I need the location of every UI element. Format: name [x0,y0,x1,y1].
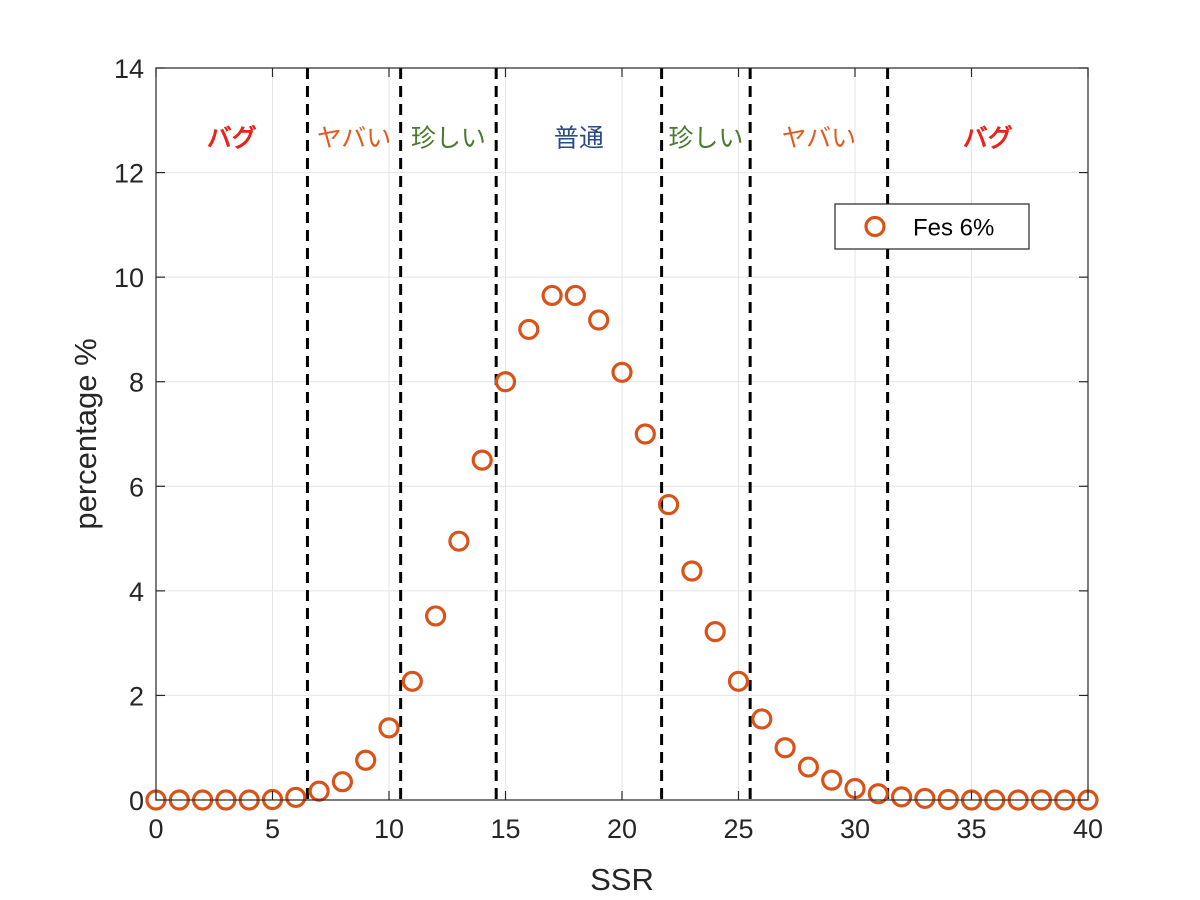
x-tick-label: 5 [265,814,280,844]
region-label: 珍しい [411,123,486,152]
data-point [494,371,517,393]
data-point [471,449,493,471]
x-tick-labels: 0 5 10 15 20 25 30 35 40 [148,814,1103,844]
data-point [285,786,307,808]
x-tick-label: 0 [148,814,163,844]
y-tick-label: 4 [129,577,144,607]
y-tick-label: 10 [114,263,144,293]
x-tick-label: 15 [490,814,520,844]
x-tick-label: 35 [956,814,986,844]
data-point [611,361,633,383]
legend: Fes 6% [834,203,1030,250]
data-point [308,780,330,802]
data-point [634,423,656,445]
x-tick-label: 10 [374,814,404,844]
data-point [914,787,936,810]
data-point [821,769,843,791]
region-label: ヤバい [317,123,392,152]
y-tick-labels: 0 2 4 6 8 10 12 14 [114,54,144,816]
data-point [378,717,400,739]
y-tick-label: 2 [129,681,144,711]
region-label: バグ [207,123,257,152]
x-tick-label: 30 [840,814,870,844]
y-tick-label: 8 [129,368,144,398]
data-point [751,708,773,730]
region-label: 普通 [554,123,604,152]
legend-marker [864,215,886,238]
y-axis-label: percentage % [68,338,103,529]
region-label: ヤバい [782,123,857,152]
data-point [448,530,470,552]
data-point [518,318,540,341]
data-point [657,493,680,516]
x-axis-label: SSR [590,862,654,897]
y-tick-label: 6 [129,472,144,502]
data-point [355,749,377,771]
region-label: 珍しい [668,123,743,152]
data-point [704,621,726,643]
threshold-lines [305,68,890,800]
y-tick-label: 0 [129,786,144,816]
data-point [797,756,820,778]
data-point [774,737,796,759]
x-tick-label: 20 [607,814,637,844]
region-labels: バグ ヤバい 珍しい 普通 珍しい ヤバい バグ [207,123,1013,152]
y-tick-label: 14 [114,54,144,84]
x-tick-label: 40 [1073,814,1103,844]
legend-entry: Fes 6% [913,215,994,242]
data-point [401,670,423,692]
y-tick-label: 12 [114,159,144,189]
grid [155,67,1089,801]
tick-marks [155,67,1089,801]
data-point [425,605,447,627]
data-point [681,560,703,582]
region-label: バグ [963,123,1013,152]
data-point [541,284,563,307]
data-point [867,783,889,805]
data-point [564,284,587,307]
data-point [588,309,610,331]
data-point [727,670,750,692]
data-point [890,786,913,808]
x-tick-label: 25 [723,814,753,844]
data-point [331,771,353,793]
